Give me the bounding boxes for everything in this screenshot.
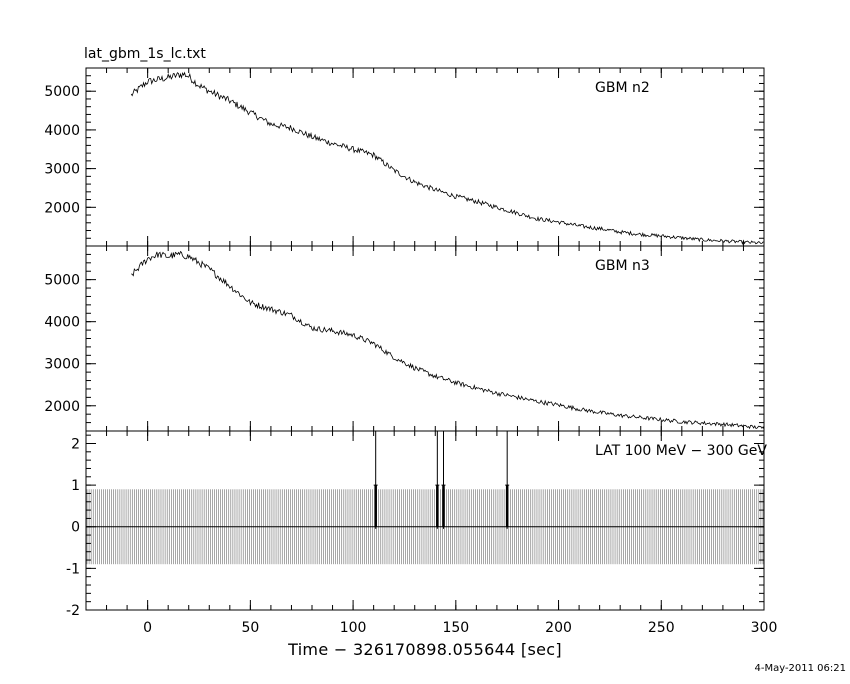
y-tick-label: 0 xyxy=(71,520,80,536)
y-tick-label: 4000 xyxy=(44,315,80,331)
lightcurve-top xyxy=(130,71,764,245)
panel-label-top: GBM n2 xyxy=(595,80,650,96)
panel-label-bottom: LAT 100 MeV − 300 GeV xyxy=(595,443,767,459)
panel-frame-middle xyxy=(85,245,765,432)
y-tick-label: 5000 xyxy=(44,84,80,100)
timestamp: 4-May-2011 06:21 xyxy=(754,663,846,674)
x-tick-label: 100 xyxy=(340,620,367,636)
plot-title: lat_gbm_1s_lc.txt xyxy=(84,46,206,62)
y-tick-label: -2 xyxy=(66,603,80,619)
x-tick-label: 200 xyxy=(545,620,572,636)
x-tick-label: 250 xyxy=(648,620,675,636)
y-tick-label: -1 xyxy=(66,561,80,577)
y-tick-label: 2000 xyxy=(44,200,80,216)
panel-label-middle: GBM n3 xyxy=(595,258,650,274)
panel-frame-top xyxy=(85,67,765,247)
x-tick-label: 150 xyxy=(442,620,469,636)
y-tick-label: 2000 xyxy=(44,399,80,415)
y-tick-label: 3000 xyxy=(44,357,80,373)
y-tick-label: 2 xyxy=(71,436,80,452)
y-tick-label: 1 xyxy=(71,478,80,494)
y-tick-label: 3000 xyxy=(44,162,80,178)
x-tick-label: 50 xyxy=(241,620,259,636)
y-tick-label: 4000 xyxy=(44,123,80,139)
lightcurve-middle xyxy=(131,250,765,430)
panel-frame-bottom xyxy=(85,430,765,611)
x-tick-label: 300 xyxy=(751,620,778,636)
y-tick-label: 5000 xyxy=(44,273,80,289)
x-axis-label: Time − 326170898.055644 [sec] xyxy=(288,640,562,659)
x-tick-label: 0 xyxy=(143,620,152,636)
